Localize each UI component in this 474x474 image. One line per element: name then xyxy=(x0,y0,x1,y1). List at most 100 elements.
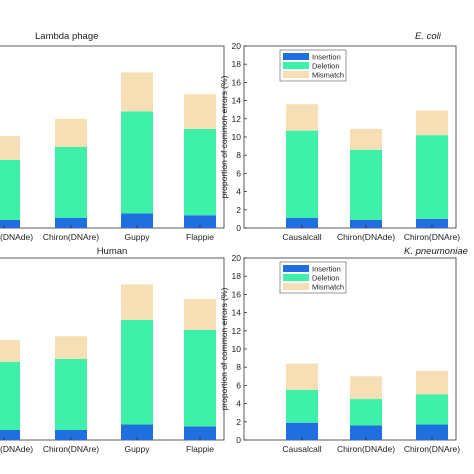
bar-mismatch-causalcall xyxy=(286,363,318,390)
axes-frame xyxy=(0,45,225,229)
bar-mismatch-chiron-dnade xyxy=(350,128,382,150)
bar-insertion-chiron-dnare xyxy=(55,217,87,228)
bar-deletion-guppy xyxy=(121,111,153,214)
x-tick-label: Chiron(DNAre) xyxy=(404,232,460,242)
legend-swatch-deletion xyxy=(283,274,309,281)
y-tick-label: 2 xyxy=(236,417,241,427)
bar-mismatch-chiron-dnade xyxy=(350,376,382,400)
bar-deletion-guppy xyxy=(121,319,153,425)
bar-mismatch-chiron-dnade xyxy=(0,136,20,160)
y-tick-label: 14 xyxy=(232,308,242,318)
bar-mismatch-chiron-dnare xyxy=(416,110,448,136)
panel-title: E. coli xyxy=(415,31,442,42)
y-tick-label: 16 xyxy=(232,289,242,299)
bar-deletion-causalcall xyxy=(286,389,318,423)
bar-mismatch-flappie xyxy=(184,298,216,330)
legend-label-mismatch: Mismatch xyxy=(312,71,344,80)
bar-mismatch-flappie xyxy=(184,94,216,129)
bar-deletion-chiron-dnade xyxy=(0,361,20,430)
y-tick-label: 6 xyxy=(236,168,241,178)
y-tick-label: 10 xyxy=(232,344,242,354)
bar-insertion-chiron-dnade xyxy=(0,219,20,228)
x-tick-label: Chiron(DNAre) xyxy=(43,232,99,242)
x-tick-label: Flappie xyxy=(186,232,214,242)
bar-mismatch-chiron-dnade xyxy=(0,339,20,362)
x-tick-label: Causalcall xyxy=(282,444,321,454)
legend-swatch-insertion xyxy=(283,265,309,272)
bar-deletion-chiron-dnade xyxy=(350,399,382,426)
bar-mismatch-chiron-dnare xyxy=(416,370,448,395)
x-tick-label: Chiron(DNAre) xyxy=(43,444,99,454)
y-tick-label: 2 xyxy=(236,205,241,215)
panel-lambda-phage: Lambda phage Chiron(DNAde) Chiron(DNAre) Gu… xyxy=(0,31,225,242)
legend-swatch-insertion xyxy=(283,53,309,60)
bar-mismatch-guppy xyxy=(121,72,153,112)
x-tick-label: Guppy xyxy=(124,444,150,454)
y-axis-label: proportion of common errors (%) xyxy=(219,75,229,198)
x-tick-label: Chiron(DNAde) xyxy=(337,232,395,242)
y-tick-label: 10 xyxy=(232,132,242,142)
y-tick-label: 14 xyxy=(232,96,242,106)
bar-insertion-chiron-dnare xyxy=(55,429,87,440)
bar-mismatch-guppy xyxy=(121,284,153,320)
panel-e-coli: E. coli 0 2 4 6 8 10 12 14 16 18 20 proportion of co… xyxy=(219,31,460,242)
bar-insertion-chiron-dnade xyxy=(350,219,382,228)
legend-label-deletion: Deletion xyxy=(312,62,340,71)
legend-swatch-mismatch xyxy=(283,283,309,290)
y-tick-label: 6 xyxy=(236,380,241,390)
x-tick-label: Chiron(DNAre) xyxy=(404,444,460,454)
panel-k-pneumoniae: K. pneumoniae 0 2 4 6 8 10 12 14 16 18 20 proportion… xyxy=(219,246,468,454)
y-tick-label: 16 xyxy=(232,77,242,87)
x-tick-label: Flappie xyxy=(186,444,214,454)
x-tick-label: Chiron(DNAde) xyxy=(0,444,33,454)
bar-insertion-guppy xyxy=(121,213,153,228)
y-axis-label: proportion of common errors (%) xyxy=(219,287,229,410)
legend-swatch-deletion xyxy=(283,62,309,69)
bar-insertion-guppy xyxy=(121,424,153,440)
y-tick-label: 8 xyxy=(236,150,241,160)
bar-insertion-causalcall xyxy=(286,217,318,228)
bar-deletion-chiron-dnare xyxy=(55,359,87,430)
x-tick-label: Causalcall xyxy=(282,232,321,242)
y-tick-label: 20 xyxy=(232,253,242,263)
bar-deletion-chiron-dnare xyxy=(416,135,448,219)
bar-insertion-chiron-dnade xyxy=(0,429,20,440)
panel-human: Human Chiron(DNAde) Chiron(DNAre) Guppy Flap… xyxy=(0,246,225,454)
panel-title: Lambda phage xyxy=(35,31,98,42)
bar-mismatch-causalcall xyxy=(286,104,318,131)
bar-insertion-chiron-dnare xyxy=(416,218,448,228)
bar-deletion-flappie xyxy=(184,329,216,427)
legend-label-deletion: Deletion xyxy=(312,274,340,283)
bar-mismatch-chiron-dnare xyxy=(55,118,87,148)
y-tick-label: 18 xyxy=(232,59,242,69)
y-tick-label: 20 xyxy=(232,41,242,51)
x-tick-label: Guppy xyxy=(124,232,150,242)
bar-deletion-chiron-dnare xyxy=(416,394,448,425)
y-tick-label: 12 xyxy=(232,326,242,336)
panel-title: Human xyxy=(97,246,128,257)
panel-title: K. pneumoniae xyxy=(404,246,468,257)
bar-insertion-chiron-dnare xyxy=(416,424,448,440)
y-tick-label: 12 xyxy=(232,114,242,124)
bar-insertion-flappie xyxy=(184,215,216,228)
axes-frame xyxy=(0,257,225,441)
y-tick-label: 4 xyxy=(236,399,241,409)
bar-mismatch-chiron-dnare xyxy=(55,336,87,360)
y-tick-label: 0 xyxy=(236,223,241,233)
legend-label-insertion: Insertion xyxy=(312,53,341,62)
y-tick-label: 18 xyxy=(232,271,242,281)
bar-deletion-chiron-dnade xyxy=(350,149,382,220)
x-tick-label: Chiron(DNAde) xyxy=(0,232,33,242)
y-tick-label: 0 xyxy=(236,435,241,445)
bar-insertion-causalcall xyxy=(286,422,318,440)
bar-deletion-chiron-dnare xyxy=(55,147,87,218)
legend-label-mismatch: Mismatch xyxy=(312,283,344,292)
legend-swatch-mismatch xyxy=(283,71,309,78)
legend-label-insertion: Insertion xyxy=(312,265,341,274)
bar-deletion-flappie xyxy=(184,128,216,216)
bar-insertion-chiron-dnade xyxy=(350,425,382,440)
y-tick-label: 8 xyxy=(236,362,241,372)
